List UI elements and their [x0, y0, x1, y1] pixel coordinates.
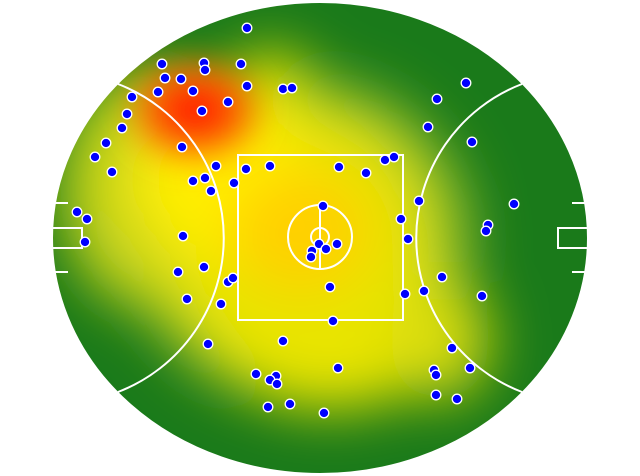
point	[241, 22, 253, 34]
point	[399, 288, 411, 300]
point	[159, 72, 171, 84]
point	[332, 362, 344, 374]
point	[320, 243, 332, 255]
point	[388, 151, 400, 163]
point	[100, 137, 112, 149]
point	[460, 77, 472, 89]
point	[324, 281, 336, 293]
point	[235, 58, 247, 70]
point	[451, 393, 463, 405]
point	[318, 407, 330, 419]
point	[205, 185, 217, 197]
point	[262, 401, 274, 413]
point	[227, 272, 239, 284]
point	[241, 80, 253, 92]
point	[106, 166, 118, 178]
point	[286, 82, 298, 94]
point	[187, 175, 199, 187]
point	[431, 93, 443, 105]
point	[422, 121, 434, 133]
point	[215, 298, 227, 310]
point	[126, 91, 138, 103]
point	[264, 160, 276, 172]
point	[187, 85, 199, 97]
point	[172, 266, 184, 278]
point	[277, 335, 289, 347]
point	[89, 151, 101, 163]
point	[317, 200, 329, 212]
point	[436, 271, 448, 283]
point	[508, 198, 520, 210]
point	[284, 398, 296, 410]
point	[152, 86, 164, 98]
point	[464, 362, 476, 374]
point	[81, 213, 93, 225]
point	[327, 315, 339, 327]
point	[476, 290, 488, 302]
point	[430, 369, 442, 381]
point	[402, 233, 414, 245]
point	[181, 293, 193, 305]
point	[156, 58, 168, 70]
point	[271, 378, 283, 390]
point	[199, 172, 211, 184]
point	[116, 122, 128, 134]
point	[228, 177, 240, 189]
point	[240, 163, 252, 175]
point	[199, 64, 211, 76]
point	[196, 105, 208, 117]
point	[202, 338, 214, 350]
point	[250, 368, 262, 380]
point	[79, 236, 91, 248]
point	[331, 238, 343, 250]
point	[379, 154, 391, 166]
point	[175, 73, 187, 85]
point	[333, 161, 345, 173]
point	[121, 108, 133, 120]
point	[198, 261, 210, 273]
point	[277, 83, 289, 95]
point	[222, 96, 234, 108]
point	[418, 285, 430, 297]
point	[305, 251, 317, 263]
point	[177, 230, 189, 242]
point	[210, 160, 222, 172]
point	[71, 206, 83, 218]
point	[480, 225, 492, 237]
point	[466, 136, 478, 148]
point	[395, 213, 407, 225]
point	[176, 141, 188, 153]
point	[413, 195, 425, 207]
point	[446, 342, 458, 354]
point	[430, 389, 442, 401]
point	[360, 167, 372, 179]
